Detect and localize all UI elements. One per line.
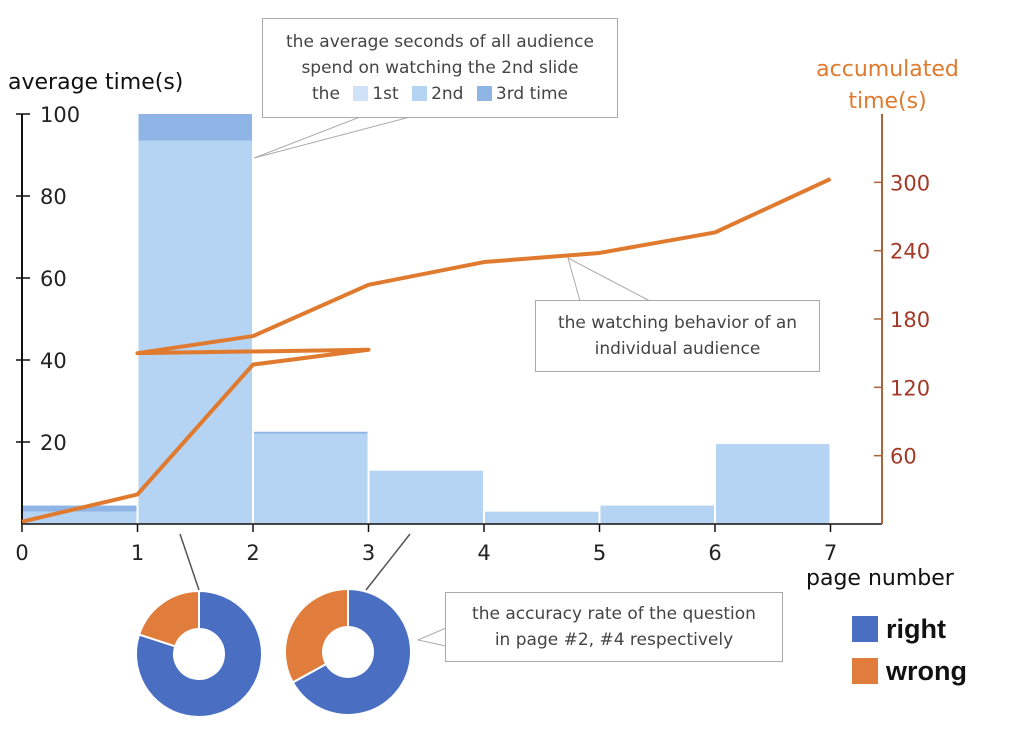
donut-page4-slice-right — [291, 587, 412, 716]
pie-callout-line2: in page #2, #4 respectively — [494, 630, 734, 650]
x-tick-label-5: 5 — [593, 541, 606, 565]
bars-layer — [23, 114, 830, 524]
line-callout-pointer — [567, 257, 651, 302]
left-tick-label-100: 100 — [40, 103, 80, 127]
line-callout: the watching behavior of an individual a… — [535, 300, 820, 372]
line-callout-line1: the watching behavior of an — [557, 313, 798, 333]
donut-page2-slice-wrong — [137, 589, 200, 648]
legend-label-right: right — [886, 613, 946, 644]
x-tick-label-0: 0 — [15, 541, 28, 565]
x-tick-label-6: 6 — [708, 541, 721, 565]
right-axis-label: accumulated time(s) — [816, 57, 959, 114]
legend-item-wrong: wrong — [852, 650, 967, 692]
right-tick-label-60: 60 — [890, 445, 917, 469]
swatch-2nd — [412, 86, 428, 101]
bar-callout-line2: spend on watching the 2nd slide — [301, 58, 579, 78]
pie-callout: the accuracy rate of the question in pag… — [445, 592, 783, 662]
donut-page4-slice-wrong — [284, 587, 349, 684]
bar-page-3-series-2 — [369, 470, 483, 524]
bar-page-1-series-2 — [138, 140, 252, 524]
bar-page-5-series-2 — [600, 505, 714, 524]
donut-page2-slice-right — [135, 589, 263, 718]
swatch-3rd — [476, 86, 492, 101]
pie-callout-line1: the accuracy rate of the question — [472, 604, 756, 624]
pie2-leader — [365, 533, 411, 591]
x-tick-label-4: 4 — [477, 541, 490, 565]
bar-callout-legend: the 1st 2nd 3rd time — [263, 81, 617, 107]
bar-callout-pointer — [253, 116, 411, 159]
pie-callout-pointer — [416, 627, 447, 647]
x-tick-label-1: 1 — [131, 541, 144, 565]
legend-swatch-wrong — [852, 658, 878, 684]
axes-layer: 20 40 60 80 100 60 120 180 240 300 0 1 2 3 4 5 6 7 — [15, 103, 930, 565]
x-axis-label: page number — [806, 566, 954, 591]
left-tick-label-80: 80 — [40, 185, 67, 209]
x-tick-label-2: 2 — [246, 541, 259, 565]
pies-layer — [135, 587, 412, 718]
legend-label-wrong: wrong — [886, 655, 967, 686]
legend-item-right: right — [852, 608, 967, 650]
swatch-1st — [353, 86, 369, 101]
bar-page-2-series-3 — [254, 431, 368, 434]
legend-2nd: 2nd — [431, 84, 464, 104]
bar-page-2-series-2 — [254, 433, 368, 524]
legend-3rd: 3rd time — [495, 84, 568, 104]
left-tick-label-20: 20 — [40, 431, 67, 455]
x-tick-label-7: 7 — [824, 541, 837, 565]
left-axis-label: average time(s) — [8, 70, 184, 95]
bar-page-4-series-2 — [485, 511, 599, 524]
pie1-leader — [179, 533, 200, 591]
legend-swatch-right — [852, 616, 878, 642]
bar-page-6-series-2 — [716, 444, 830, 524]
pie-legend: right wrong — [852, 608, 967, 692]
right-tick-label-180: 180 — [890, 308, 930, 332]
bar-callout-prefix: the — [312, 84, 340, 104]
right-tick-label-120: 120 — [890, 376, 930, 400]
right-tick-label-300: 300 — [890, 171, 930, 195]
left-tick-label-60: 60 — [40, 267, 67, 291]
x-tick-label-3: 3 — [362, 541, 375, 565]
left-tick-label-40: 40 — [40, 349, 67, 373]
accumulated-time-line — [21, 177, 832, 524]
bar-page-1-series-3 — [138, 114, 252, 141]
line-callout-line2: individual audience — [594, 339, 761, 359]
leader-lines — [179, 116, 651, 647]
line-layer — [21, 177, 832, 524]
bar-callout: the average seconds of all audience spen… — [262, 18, 618, 118]
legend-1st: 1st — [372, 84, 399, 104]
right-tick-label-240: 240 — [890, 240, 930, 264]
bar-callout-line1: the average seconds of all audience — [286, 32, 594, 52]
